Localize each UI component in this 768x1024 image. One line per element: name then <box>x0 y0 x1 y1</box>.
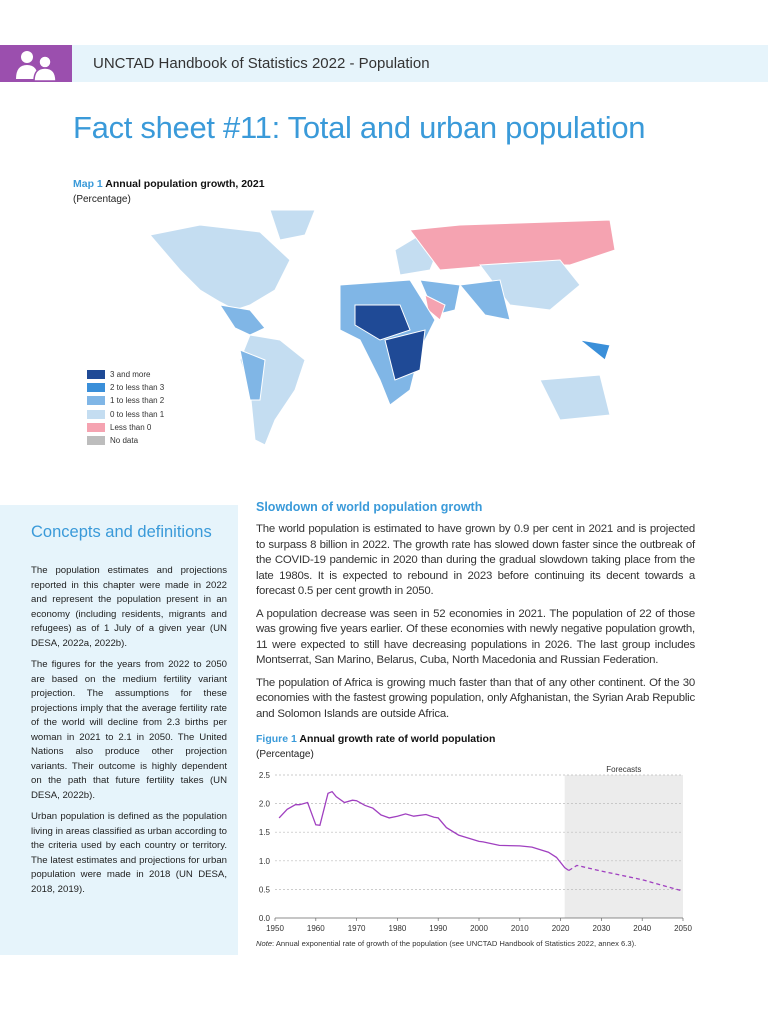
south-asia <box>459 279 511 321</box>
historical-line <box>278 790 570 872</box>
legend-swatch <box>87 422 105 432</box>
legend-swatch <box>87 436 105 446</box>
legend-item: No data <box>87 434 164 447</box>
y-tick-label: 1.0 <box>259 857 271 866</box>
north-america <box>149 224 291 311</box>
legend-label: 1 to less than 2 <box>110 396 165 406</box>
legend-label: No data <box>110 436 139 446</box>
legend-label: 3 and more <box>110 370 151 380</box>
x-tick-label: 1970 <box>348 924 366 933</box>
x-tick-label: 1980 <box>389 924 407 933</box>
forecast-label: Forecasts <box>606 765 641 774</box>
central-africa <box>384 329 426 381</box>
forecast-region <box>564 775 683 918</box>
header-title: UNCTAD Handbook of Statistics 2022 - Pop… <box>93 55 430 72</box>
figure-title: Annual growth rate of world population <box>299 733 496 745</box>
x-tick-label: 2040 <box>633 924 651 933</box>
world-map <box>149 210 616 446</box>
people-icon <box>0 45 72 82</box>
note-label: Note <box>256 939 273 948</box>
y-tick-label: 2.0 <box>259 800 271 809</box>
x-tick-label: 2030 <box>593 924 611 933</box>
figure-subtitle: (Percentage) <box>256 749 314 760</box>
legend-item: 2 to less than 3 <box>87 381 164 394</box>
legend-swatch <box>87 409 105 419</box>
legend-swatch <box>87 383 105 393</box>
x-tick-label: 2020 <box>552 924 570 933</box>
greenland <box>269 210 316 241</box>
growth-chart: Forecasts 0.0 0.5 1.0 1.5 2.0 2.5 1950 1960 1970 1… <box>259 765 693 933</box>
y-tick-label: 0.0 <box>259 914 271 923</box>
russia <box>409 219 616 271</box>
map-label: Map 1 <box>73 178 103 190</box>
figure-caption: Figure 1 Annual growth rate of world pop… <box>256 733 695 745</box>
map-title: Annual population growth, 2021 <box>105 178 265 190</box>
australia <box>539 374 611 421</box>
papua <box>578 339 611 361</box>
map-legend: 3 and more 2 to less than 3 1 to less than… <box>87 368 164 447</box>
article-heading: Slowdown of world population growth <box>256 500 483 514</box>
legend-swatch <box>87 396 105 406</box>
article-paragraph: The population of Africa is growing much… <box>256 676 695 720</box>
andes <box>239 349 266 401</box>
x-tick-label: 2000 <box>470 924 488 933</box>
legend-item: 3 and more <box>87 368 164 381</box>
map-subtitle: (Percentage) <box>73 194 131 205</box>
sahel <box>354 304 411 341</box>
page-title: Fact sheet #11: Total and urban populati… <box>73 110 646 145</box>
legend-swatch <box>87 370 105 380</box>
concepts-paragraph: The figures for the years from 2022 to 2… <box>31 659 227 801</box>
arabia <box>424 294 446 321</box>
figure-label: Figure 1 <box>256 733 297 745</box>
x-tick-label: 2010 <box>511 924 529 933</box>
central-america <box>218 304 266 336</box>
header-bar <box>0 45 768 82</box>
figure-note: Note: Annual exponential rate of growth … <box>256 939 695 948</box>
map-caption: Map 1 Annual population growth, 2021 <box>73 178 265 190</box>
legend-item: 0 to less than 1 <box>87 408 164 421</box>
legend-label: 0 to less than 1 <box>110 409 165 419</box>
concepts-heading: Concepts and definitions <box>31 523 212 541</box>
article-paragraph: A population decrease was seen in 52 eco… <box>256 607 695 667</box>
y-tick-label: 0.5 <box>259 885 271 894</box>
legend-item: Less than 0 <box>87 421 164 434</box>
y-tick-label: 1.5 <box>259 828 271 837</box>
concepts-paragraph: The population estimates and projections… <box>31 565 227 649</box>
article: Slowdown of world population growth The … <box>256 500 695 948</box>
x-tick-label: 1950 <box>266 924 284 933</box>
legend-label: 2 to less than 3 <box>110 383 165 393</box>
x-tick-label: 2050 <box>674 924 692 933</box>
article-paragraph: The world population is estimated to hav… <box>256 523 695 597</box>
note-text: : Annual exponential rate of growth of t… <box>272 939 637 948</box>
concepts-paragraph: Urban population is defined as the popul… <box>31 811 227 895</box>
legend-label: Less than 0 <box>110 422 152 432</box>
x-tick-label: 1960 <box>307 924 325 933</box>
legend-item: 1 to less than 2 <box>87 394 164 407</box>
x-tick-label: 1990 <box>429 924 447 933</box>
y-tick-label: 2.5 <box>259 771 271 780</box>
concepts-panel: Concepts and definitions The population … <box>0 505 238 955</box>
